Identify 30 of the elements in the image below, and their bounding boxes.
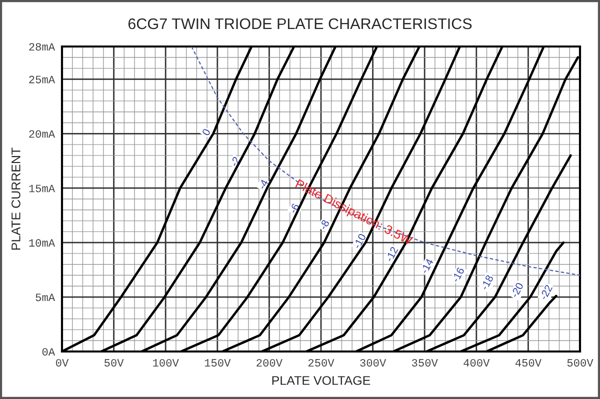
x-tick-label: 200V (256, 359, 282, 367)
y-axis-title: PLATE CURRENT (12, 148, 20, 250)
x-tick-label: 350V (412, 359, 438, 367)
annotation: -18 (480, 274, 494, 290)
y-tick-label: 10mA (29, 239, 56, 247)
y-tick-label: 5mA (36, 294, 56, 302)
annotation: -22 (539, 284, 553, 300)
x-tick-label: 50V (104, 359, 124, 367)
annotation: -10 (353, 233, 366, 250)
x-axis-title: PLATE VOLTAGE (272, 376, 370, 385)
x-tick-label: 450V (515, 359, 542, 367)
y-tick-label: 0A (42, 348, 56, 356)
annotation: -14 (420, 258, 434, 274)
y-tick-label: 25mA (29, 76, 56, 84)
x-tick-label: 300V (360, 359, 386, 367)
annotation: -16 (451, 266, 465, 283)
annotation: -20 (510, 282, 524, 298)
annotation: -4 (258, 178, 268, 190)
y-tick-label: 15mA (29, 184, 56, 192)
x-tick-label: 400V (464, 359, 490, 367)
annotation: -12 (385, 246, 398, 262)
y-tick-label: 28mA (29, 43, 56, 51)
annotation: 0 (202, 128, 211, 136)
x-tick-label: 500V (567, 359, 594, 367)
x-tick-label: 0V (56, 359, 69, 367)
chart-title: 6CG7 TWIN TRIODE PLATE CHARACTERISTICS (128, 18, 472, 30)
x-tick-label: 150V (204, 359, 231, 367)
y-tick-label: 20mA (29, 130, 56, 138)
x-tick-label: 250V (308, 359, 334, 367)
x-tick-label: 100V (153, 359, 179, 367)
